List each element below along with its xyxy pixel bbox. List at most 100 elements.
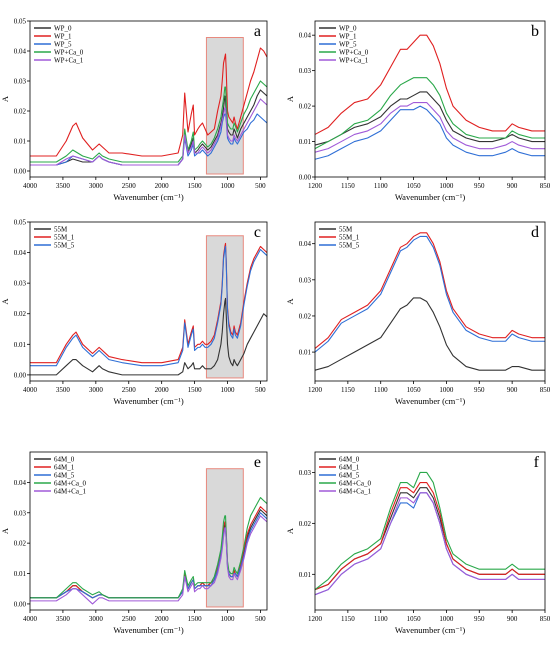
- legend-label: 55M_5: [54, 242, 75, 250]
- y-tick-label: 0.01: [299, 349, 312, 357]
- x-tick-label: 3000: [89, 615, 104, 623]
- legend-label: 55M_5: [339, 242, 360, 250]
- x-tick-label: 2000: [155, 182, 170, 190]
- x-tick-label: 850: [540, 182, 550, 190]
- y-tick-label: 0.01: [299, 571, 312, 579]
- series-line-WP+Ca_1: [315, 102, 545, 153]
- panel-a: 4000 3500 3000 2500 2000 1500 1000 500 0.00 0.01 0…: [0, 18, 268, 202]
- x-tick-label: 1150: [341, 182, 355, 190]
- legend-label: WP_1: [54, 33, 72, 41]
- plot-frame: [29, 451, 268, 611]
- x-tick-label: 900: [507, 615, 518, 623]
- x-tick-label: 2500: [122, 615, 137, 623]
- plot-frame: [29, 221, 268, 382]
- series-line-WP+Ca_0: [315, 77, 545, 150]
- legend-label: WP_1: [339, 33, 357, 41]
- legend-label: WP+Ca_0: [54, 49, 84, 57]
- y-tick-label: 0.04: [14, 479, 27, 487]
- series-line-64M+Ca_1: [30, 515, 267, 605]
- x-axis-label: Wavenumber (cm⁻¹): [395, 625, 465, 635]
- y-tick-label: 0.03: [299, 276, 312, 284]
- x-tick-label: 1100: [374, 386, 388, 394]
- x-tick-label: 1000: [439, 386, 454, 394]
- y-axis-label: A: [0, 527, 10, 534]
- x-tick-label: 1500: [188, 182, 203, 190]
- x-axis-label: Wavenumber (cm⁻¹): [113, 396, 183, 406]
- series-group: [30, 242, 267, 376]
- series-line-WP_1: [30, 47, 267, 157]
- plot-frame: [314, 221, 546, 382]
- y-tick-label: 0.01: [299, 138, 312, 146]
- x-tick-label: 950: [474, 182, 485, 190]
- y-tick-label: 0.03: [14, 509, 27, 517]
- y-axis-label: A: [0, 298, 10, 305]
- y-tick-label: 0.01: [14, 341, 27, 349]
- series-line-WP_1: [315, 34, 545, 135]
- y-tick-label: 0.02: [14, 540, 27, 548]
- x-tick-label: 850: [540, 615, 550, 623]
- legend-label: 64M_0: [54, 456, 75, 464]
- panel-label: c: [254, 224, 261, 241]
- panel-d: 1200 1150 1100 1050 1000 950 900 850 0.01 0.02 0.0…: [285, 221, 550, 406]
- y-tick-label: 0.00: [14, 168, 27, 176]
- series-group: [30, 497, 267, 605]
- series-line-55M_5: [315, 235, 545, 353]
- y-tick-label: 0.05: [14, 18, 27, 26]
- highlight-region: [205, 468, 244, 608]
- y-tick-label: 0.02: [299, 520, 312, 528]
- series-line-64M+Ca_1: [315, 492, 545, 596]
- x-tick-label: 900: [507, 386, 518, 394]
- series-line-64M+Ca_0: [30, 497, 267, 599]
- y-tick-label: 0.02: [14, 310, 27, 318]
- plot-frame: [314, 20, 546, 178]
- x-tick-label: 4000: [23, 386, 38, 394]
- legend-label: 64M+Ca_0: [54, 480, 86, 488]
- x-tick-label: 1200: [308, 615, 323, 623]
- y-tick-label: 0.02: [299, 312, 312, 320]
- x-axis-label: Wavenumber (cm⁻¹): [113, 192, 183, 202]
- legend-label: 64M+Ca_1: [54, 488, 86, 496]
- x-tick-label: 4000: [23, 182, 38, 190]
- x-tick-label: 950: [474, 615, 485, 623]
- x-tick-label: 2500: [122, 182, 137, 190]
- y-tick-label: 0.05: [14, 219, 27, 227]
- series-line-55M_5: [30, 245, 267, 367]
- x-tick-label: 1000: [221, 182, 236, 190]
- y-tick-label: 0.04: [14, 48, 27, 56]
- y-axis-label: A: [285, 298, 295, 305]
- x-tick-label: 950: [474, 386, 485, 394]
- legend-label: 55M_1: [339, 234, 360, 242]
- legend-label: WP+Ca_1: [54, 57, 84, 65]
- x-tick-label: 1150: [341, 615, 355, 623]
- x-tick-label: 3500: [56, 386, 71, 394]
- plot-frame: [29, 20, 268, 178]
- y-tick-label: 0.00: [299, 174, 312, 182]
- series-line-WP+Ca_0: [30, 80, 267, 163]
- y-tick-label: 0.04: [299, 240, 312, 248]
- legend-label: 64M_1: [54, 464, 75, 472]
- x-tick-label: 1500: [188, 386, 203, 394]
- series-group: [315, 471, 545, 596]
- x-tick-label: 1500: [188, 615, 203, 623]
- series-line-64M_5: [315, 492, 545, 596]
- x-tick-label: 1000: [439, 615, 454, 623]
- x-tick-label: 1000: [221, 615, 236, 623]
- x-tick-label: 1200: [308, 182, 323, 190]
- y-tick-label: 0.01: [14, 570, 27, 578]
- plot-frame: [314, 451, 546, 611]
- legend-label: 64M_5: [54, 472, 75, 480]
- panel-e: 4000 3500 3000 2500 2000 1500 1000 500 0.00 0.01 0…: [0, 451, 268, 635]
- legend-label: 64M_1: [339, 464, 360, 472]
- x-axis-label: Wavenumber (cm⁻¹): [395, 396, 465, 406]
- x-tick-label: 1200: [308, 386, 323, 394]
- x-tick-label: 3000: [89, 386, 104, 394]
- x-tick-label: 500: [255, 182, 266, 190]
- x-tick-label: 1050: [407, 182, 422, 190]
- panel-label: d: [531, 224, 539, 241]
- x-tick-label: 2000: [155, 386, 170, 394]
- panel-label: e: [254, 454, 261, 471]
- x-tick-label: 500: [255, 615, 266, 623]
- legend-label: 64M_0: [339, 456, 360, 464]
- highlight-region: [205, 235, 244, 379]
